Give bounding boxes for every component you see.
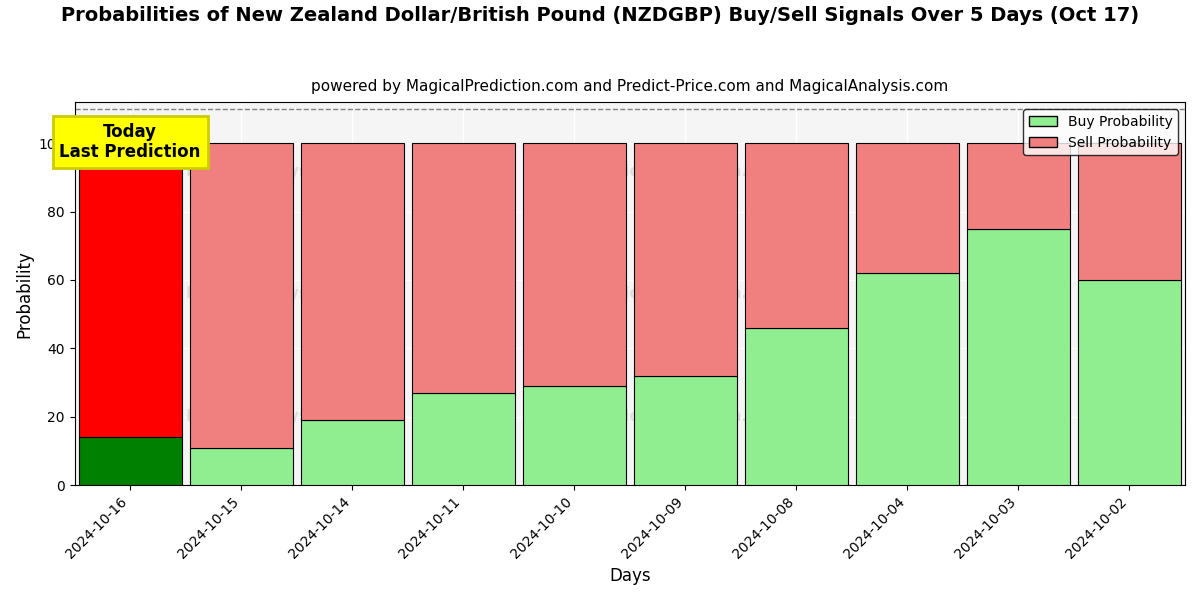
Bar (78, 437, 182, 485)
Text: Today
Last Prediction: Today Last Prediction (60, 122, 200, 161)
Bar (78, 143, 182, 437)
Text: MagicalPrediction.com: MagicalPrediction.com (588, 286, 782, 301)
Bar (745, 143, 848, 328)
Legend: Buy Probability, Sell Probability: Buy Probability, Sell Probability (1024, 109, 1178, 155)
Bar (634, 376, 737, 485)
Text: MagicalAnalysis.com: MagicalAnalysis.com (186, 164, 364, 179)
Text: MagicalAnalysis.com: MagicalAnalysis.com (186, 286, 364, 301)
Bar (190, 143, 293, 448)
Bar (523, 143, 626, 386)
Bar (856, 143, 959, 273)
Bar (301, 143, 404, 420)
Bar (301, 420, 404, 485)
Bar (1078, 280, 1181, 485)
Bar (523, 386, 626, 485)
X-axis label: Days: Days (610, 567, 650, 585)
Bar (967, 143, 1070, 229)
Bar (1078, 143, 1181, 280)
Bar (634, 143, 737, 376)
Text: MagicalPrediction.com: MagicalPrediction.com (588, 164, 782, 179)
Bar (412, 393, 515, 485)
Bar (412, 143, 515, 393)
Y-axis label: Probability: Probability (16, 250, 34, 338)
Text: Probabilities of New Zealand Dollar/British Pound (NZDGBP) Buy/Sell Signals Over: Probabilities of New Zealand Dollar/Brit… (61, 6, 1139, 25)
Title: powered by MagicalPrediction.com and Predict-Price.com and MagicalAnalysis.com: powered by MagicalPrediction.com and Pre… (311, 79, 948, 94)
Text: MagicalPrediction.com: MagicalPrediction.com (588, 409, 782, 424)
Text: MagicalAnalysis.com: MagicalAnalysis.com (186, 409, 364, 424)
Bar (967, 229, 1070, 485)
Bar (856, 273, 959, 485)
Bar (745, 328, 848, 485)
Bar (190, 448, 293, 485)
